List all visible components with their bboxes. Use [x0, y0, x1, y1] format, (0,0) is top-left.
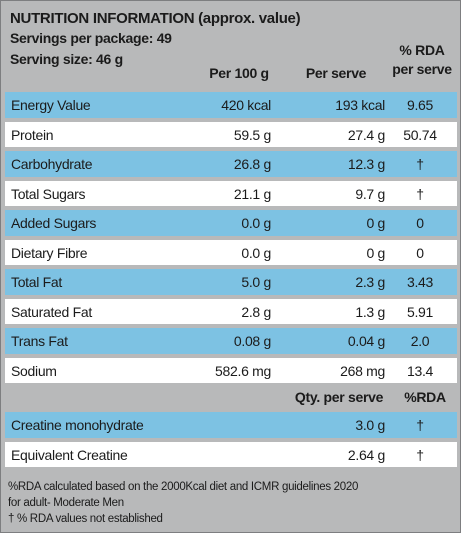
servings-per-package: Servings per package: 49	[10, 30, 172, 46]
per100-value: 582.6 mg	[215, 362, 271, 379]
nutrient-name: Carbohydrate	[11, 156, 93, 172]
column-header-rda-line1: % RDA	[399, 42, 445, 58]
per100-value: 0.0 g	[241, 215, 271, 231]
rda-value: 2.0	[410, 333, 430, 349]
nutrient-name: Added Sugars	[11, 215, 97, 231]
table-row: Equivalent Creatine 2.64 g †	[5, 441, 457, 467]
column-header-perserve: Per serve	[305, 65, 367, 81]
per100-value: 59.5 g	[233, 126, 271, 143]
supplement-table: Creatine monohydrate 3.0 g † Equivalent …	[5, 412, 457, 471]
rda-value: 13.4	[406, 362, 434, 379]
perserve-value: 27.4 g	[347, 126, 385, 143]
column-header-per100: Per 100 g	[209, 65, 269, 81]
rda-value: 3.43	[406, 274, 434, 290]
perserve-value: 9.7 g	[355, 185, 385, 202]
per100-value: 21.1 g	[233, 185, 271, 202]
column-header-rda2: %RDA	[404, 389, 446, 405]
footnote: %RDA calculated based on the 2000Kcal di…	[8, 479, 358, 527]
rda-value: 50.74	[403, 126, 437, 143]
perserve-value: 2.3 g	[355, 274, 385, 290]
rda-value: 0	[416, 244, 424, 261]
table-row: Added Sugars 0.0 g 0 g 0	[5, 210, 457, 236]
qty-value: 3.0 g	[355, 417, 385, 433]
perserve-value: 0 g	[366, 215, 385, 231]
rda-value: 5.91	[406, 303, 434, 320]
supplement-name: Equivalent Creatine	[11, 446, 128, 463]
rda-value: †	[416, 156, 424, 172]
nutrient-name: Protein	[11, 126, 54, 143]
per100-value: 26.8 g	[233, 156, 271, 172]
column-header-rda-line2: per serve	[392, 61, 452, 77]
table-row: Protein 59.5 g 27.4 g 50.74	[5, 121, 457, 147]
perserve-value: 268 mg	[340, 362, 385, 379]
supplement-name: Creatine monohydrate	[11, 417, 144, 433]
rda-value: 9.65	[406, 97, 434, 113]
nutrient-name: Dietary Fibre	[11, 244, 88, 261]
perserve-value: 0 g	[366, 244, 385, 261]
nutrient-name: Total Fat	[11, 274, 62, 290]
table-row: Sodium 582.6 mg 268 mg 13.4	[5, 357, 457, 383]
column-header-rda: % RDA per serve	[384, 41, 460, 79]
perserve-value: 12.3 g	[347, 156, 385, 172]
nutrient-name: Saturated Fat	[11, 303, 92, 320]
table-row: Dietary Fibre 0.0 g 0 g 0	[5, 239, 457, 265]
supplement-header: Qty. per serve %RDA	[1, 384, 460, 410]
perserve-value: 0.04 g	[347, 333, 385, 349]
footnote-line3: † % RDA values not established	[8, 513, 163, 525]
table-row: Total Sugars 21.1 g 9.7 g †	[5, 180, 457, 206]
nutrient-name: Trans Fat	[11, 333, 68, 349]
table-row: Saturated Fat 2.8 g 1.3 g 5.91	[5, 298, 457, 324]
qty-value: 2.64 g	[347, 446, 385, 463]
nutrient-table: Energy Value 420 kcal 193 kcal 9.65 Prot…	[5, 92, 457, 387]
per100-value: 0.0 g	[241, 244, 271, 261]
panel-header: NUTRITION INFORMATION (approx. value) Se…	[1, 1, 460, 91]
rda-value: †	[416, 185, 424, 202]
table-row: Total Fat 5.0 g 2.3 g 3.43	[5, 269, 457, 295]
panel-title: NUTRITION INFORMATION (approx. value)	[10, 10, 301, 27]
rda-value: †	[416, 417, 424, 433]
rda-value: †	[416, 446, 424, 463]
per100-value: 0.08 g	[233, 333, 271, 349]
table-row: Trans Fat 0.08 g 0.04 g 2.0	[5, 328, 457, 354]
table-row: Energy Value 420 kcal 193 kcal 9.65	[5, 92, 457, 118]
per100-value: 420 kcal	[221, 97, 271, 113]
nutrient-name: Sodium	[11, 362, 57, 379]
footnote-line2: for adult- Moderate Men	[8, 497, 124, 509]
nutrient-name: Energy Value	[11, 97, 91, 113]
nutrient-name: Total Sugars	[11, 185, 86, 202]
perserve-value: 1.3 g	[355, 303, 385, 320]
perserve-value: 193 kcal	[335, 97, 385, 113]
column-header-qty: Qty. per serve	[294, 389, 384, 405]
rda-value: 0	[416, 215, 424, 231]
table-row: Creatine monohydrate 3.0 g †	[5, 412, 457, 438]
table-row: Carbohydrate 26.8 g 12.3 g †	[5, 151, 457, 177]
per100-value: 2.8 g	[241, 303, 271, 320]
footnote-line1: %RDA calculated based on the 2000Kcal di…	[8, 481, 359, 493]
serving-size: Serving size: 46 g	[10, 51, 123, 67]
per100-value: 5.0 g	[241, 274, 271, 290]
